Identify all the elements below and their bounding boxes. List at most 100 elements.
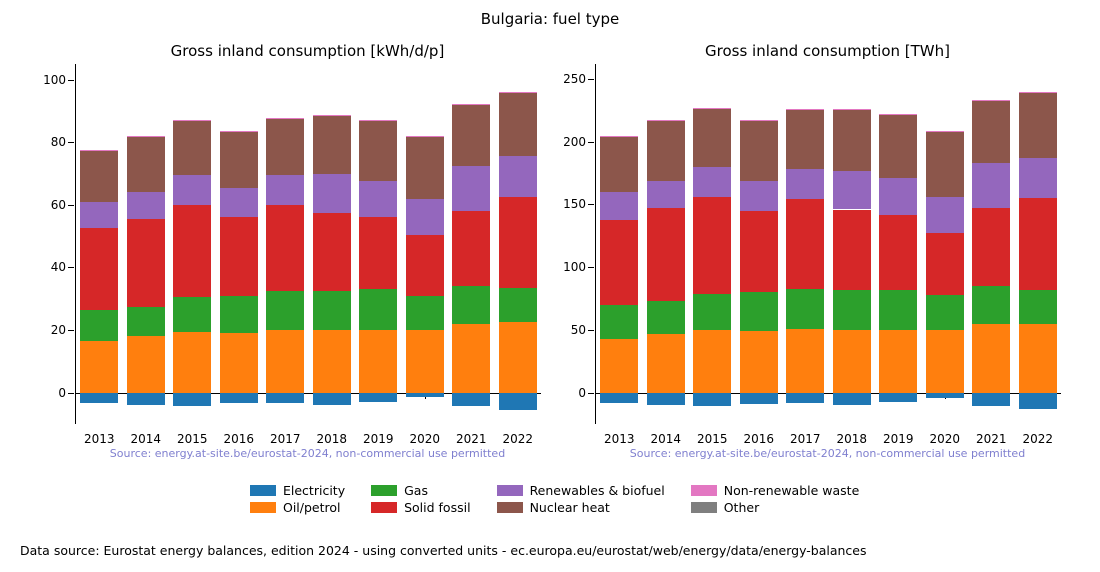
bar-segment (406, 296, 444, 330)
bar-segment (740, 292, 778, 331)
bar-segment (313, 291, 351, 330)
bar-segment (313, 330, 351, 393)
bar-segment (220, 333, 258, 392)
bar-segment (879, 178, 917, 214)
x-tick-label: 2022 (1022, 432, 1053, 446)
bar-segment (173, 175, 211, 205)
bar-segment (926, 330, 964, 393)
bar-segment (313, 116, 351, 174)
y-tick (68, 393, 74, 394)
x-tick-label: 2021 (456, 432, 487, 446)
bar-segment (879, 290, 917, 330)
bar-segment (833, 210, 871, 290)
legend-label: Other (724, 500, 760, 515)
legend-item: Solid fossil (371, 500, 470, 515)
bar-segment (173, 332, 211, 393)
bar-segment (359, 289, 397, 330)
bar-segment (80, 202, 118, 229)
legend: ElectricityOil/petrolGasSolid fossilRene… (250, 482, 885, 516)
y-tick (588, 204, 594, 205)
bar-segment (80, 228, 118, 309)
bar-segment (879, 215, 917, 290)
bar-segment (879, 114, 917, 178)
bar-segment (127, 219, 165, 307)
bar-segment (452, 393, 490, 406)
axes-right-title: Gross inland consumption [TWh] (595, 42, 1060, 60)
bar-segment (266, 175, 304, 205)
bar-segment (972, 208, 1010, 286)
bar-segment (740, 181, 778, 211)
bar-segment (972, 324, 1010, 393)
x-tick-label: 2017 (790, 432, 821, 446)
bar-segment (972, 286, 1010, 324)
bar-segment (127, 307, 165, 337)
bar-segment (833, 393, 871, 406)
bar-segment (359, 217, 397, 289)
bar-segment (313, 174, 351, 213)
bar-segment (600, 220, 638, 305)
legend-swatch (691, 502, 717, 513)
bar-segment (647, 393, 685, 406)
bar-segment (972, 100, 1010, 163)
y-tick (68, 80, 74, 81)
bar-segment (266, 291, 304, 330)
plot-area-right: 0501001502002502013201420152016201720182… (595, 64, 1060, 424)
bar-segment (600, 305, 638, 339)
bar-segment (173, 120, 211, 175)
bar-segment (499, 156, 537, 197)
bar-segment (740, 331, 778, 392)
legend-item: Gas (371, 483, 470, 498)
legend-swatch (371, 485, 397, 496)
legend-item: Renewables & biofuel (497, 483, 665, 498)
legend-swatch (497, 485, 523, 496)
source-note-left: Source: energy.at-site.be/eurostat-2024,… (75, 447, 540, 460)
y-tick-label: 150 (563, 197, 586, 211)
bar-segment (173, 205, 211, 297)
bar-segment (693, 393, 731, 407)
bar-segment (406, 199, 444, 235)
bar-segment (647, 181, 685, 209)
bar-segment (647, 334, 685, 393)
bar-segment (1019, 290, 1057, 324)
x-tick-label: 2013 (84, 432, 115, 446)
y-tick-label: 200 (563, 135, 586, 149)
x-tick-label: 2018 (316, 432, 347, 446)
x-tick-label: 2021 (976, 432, 1007, 446)
x-tick-label: 2018 (836, 432, 867, 446)
bar-segment (647, 301, 685, 334)
bar-segment (600, 192, 638, 220)
bar-segment (693, 330, 731, 393)
bar-segment (600, 339, 638, 393)
bar-segment (80, 310, 118, 341)
y-tick-label: 0 (578, 386, 586, 400)
bar-segment (452, 324, 490, 393)
figure-suptitle: Bulgaria: fuel type (0, 10, 1100, 28)
y-tick (588, 393, 594, 394)
y-tick (68, 142, 74, 143)
bar-segment (499, 197, 537, 288)
bar-segment (972, 163, 1010, 208)
axes-left-title: Gross inland consumption [kWh/d/p] (75, 42, 540, 60)
bar-segment (693, 167, 731, 197)
y-tick-label: 80 (51, 135, 66, 149)
footer-text: Data source: Eurostat energy balances, e… (20, 543, 867, 558)
bar-segment (600, 393, 638, 404)
y-tick-label: 100 (563, 260, 586, 274)
y-tick (68, 267, 74, 268)
legend-swatch (691, 485, 717, 496)
bar-segment (833, 290, 871, 330)
y-tick (68, 330, 74, 331)
bar-segment (406, 330, 444, 393)
bar-segment (80, 150, 118, 202)
bar-segment (499, 393, 537, 410)
bar-segment (1019, 393, 1057, 409)
y-tick-label: 250 (563, 72, 586, 86)
bar-segment (406, 136, 444, 199)
legend-swatch (371, 502, 397, 513)
x-tick-label: 2015 (177, 432, 208, 446)
y-tick-label: 0 (58, 386, 66, 400)
legend-swatch (250, 485, 276, 496)
legend-label: Solid fossil (404, 500, 470, 515)
bar-segment (786, 109, 824, 169)
bar-segment (127, 136, 165, 192)
